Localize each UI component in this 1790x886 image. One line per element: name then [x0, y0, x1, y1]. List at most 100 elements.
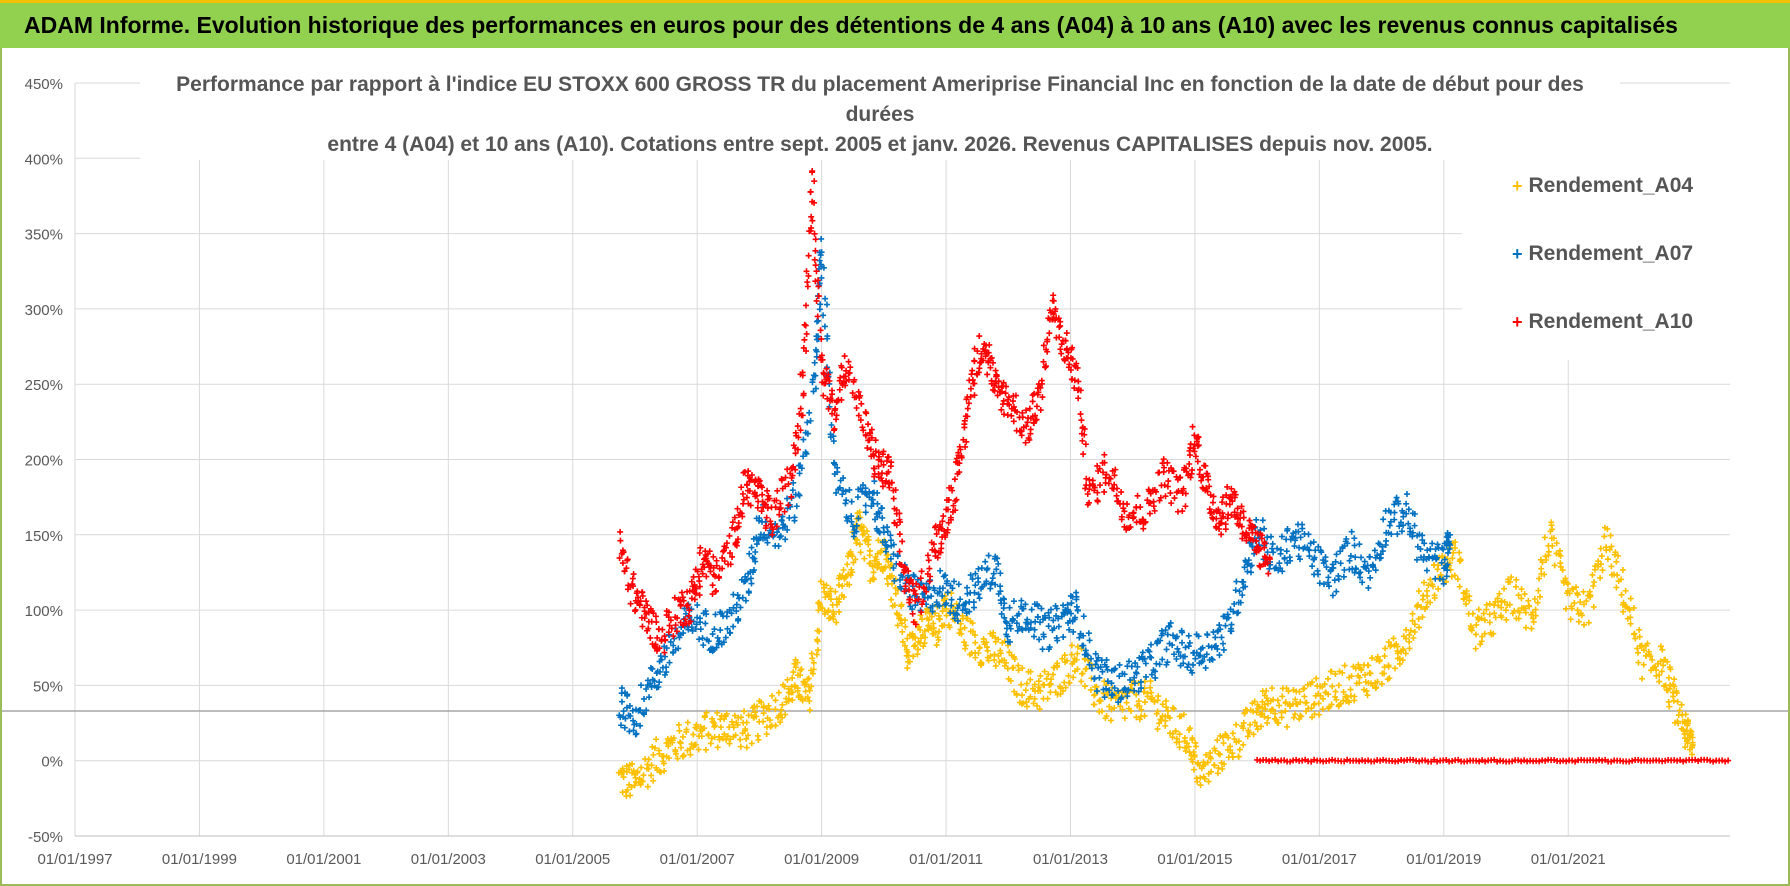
point-rendement-a04: [1066, 679, 1073, 686]
point-rendement-a04: [1649, 656, 1656, 663]
point-rendement-a04: [1047, 681, 1054, 688]
point-rendement-a04: [1164, 707, 1171, 714]
point-rendement-a04: [969, 620, 976, 627]
point-rendement-a04: [997, 650, 1004, 657]
point-rendement-a07: [700, 642, 707, 649]
point-rendement-a04: [1386, 675, 1393, 682]
point-rendement-a07: [975, 578, 982, 585]
point-rendement-a04: [779, 701, 786, 708]
point-rendement-a07: [1053, 605, 1060, 612]
point-rendement-a04: [1197, 782, 1204, 789]
point-rendement-a04: [772, 706, 779, 713]
point-rendement-a04: [1673, 690, 1680, 697]
point-rendement-a04: [1315, 700, 1322, 707]
point-rendement-a04: [985, 657, 992, 664]
point-rendement-a04: [626, 766, 633, 773]
point-rendement-a07: [723, 613, 730, 620]
point-rendement-a04: [679, 733, 686, 740]
point-rendement-a07: [1064, 601, 1071, 608]
point-rendement-a04: [1532, 612, 1539, 619]
point-rendement-a10: [659, 626, 666, 633]
point-rendement-a07: [1050, 617, 1057, 624]
point-rendement-a10: [896, 531, 903, 538]
point-rendement-a04: [1121, 715, 1128, 722]
point-rendement-a04: [1688, 751, 1695, 758]
point-rendement-a04: [1128, 681, 1135, 688]
point-rendement-a07: [1185, 632, 1192, 639]
point-rendement-a04: [1149, 694, 1156, 701]
point-rendement-a04: [1456, 583, 1463, 590]
point-rendement-a04: [1147, 678, 1154, 685]
point-rendement-a07: [1125, 686, 1132, 693]
point-rendement-a07: [995, 560, 1002, 567]
point-rendement-a04: [1301, 685, 1308, 692]
point-rendement-a04: [1507, 578, 1514, 585]
point-rendement-a07: [1173, 656, 1180, 663]
point-rendement-a07: [1195, 633, 1202, 640]
point-rendement-a07: [1088, 665, 1095, 672]
point-rendement-a04: [936, 616, 943, 623]
point-rendement-a04: [1597, 574, 1604, 581]
point-rendement-a04: [1409, 617, 1416, 624]
point-rendement-a04: [1498, 604, 1505, 611]
point-rendement-a07: [972, 582, 979, 589]
point-rendement-a04: [1269, 685, 1276, 692]
point-rendement-a04: [705, 731, 712, 738]
point-rendement-a04: [782, 711, 789, 718]
point-rendement-a07: [1101, 694, 1108, 701]
point-rendement-a07: [1295, 553, 1302, 560]
point-rendement-a07: [1045, 623, 1052, 630]
legend-item-a07: + Rendement_A07: [1512, 242, 1693, 266]
point-rendement-a04: [1347, 686, 1354, 693]
point-rendement-a04: [632, 774, 639, 781]
point-rendement-a07: [1076, 634, 1083, 641]
point-rendement-a04: [1162, 722, 1169, 729]
point-rendement-a04: [1515, 615, 1522, 622]
point-rendement-a10: [759, 491, 766, 498]
point-rendement-a04: [784, 676, 791, 683]
x-tick-label: 01/01/2011: [909, 851, 983, 868]
point-rendement-a04: [1557, 563, 1564, 570]
point-rendement-a07: [879, 505, 886, 512]
point-rendement-a04: [1163, 697, 1170, 704]
point-rendement-a07: [638, 682, 645, 689]
point-rendement-a07: [781, 523, 788, 530]
report-title: ADAM Informe. Evolution historique des p…: [24, 12, 1678, 38]
point-rendement-a10-0: [1281, 757, 1288, 764]
point-rendement-a10: [1160, 456, 1167, 463]
point-rendement-a10: [961, 421, 968, 428]
point-rendement-a04: [870, 576, 877, 583]
point-rendement-a10: [808, 213, 815, 220]
point-rendement-a07: [964, 590, 971, 597]
point-rendement-a04: [1516, 609, 1523, 616]
point-rendement-a07: [1040, 631, 1047, 638]
point-rendement-a07: [1064, 606, 1071, 613]
point-rendement-a07: [1264, 549, 1271, 556]
point-rendement-a07: [1132, 660, 1139, 667]
point-rendement-a04: [676, 727, 683, 734]
point-rendement-a04: [865, 541, 872, 548]
point-rendement-a07: [1006, 622, 1013, 629]
point-rendement-a07: [724, 625, 731, 632]
point-rendement-a07: [848, 498, 855, 505]
point-rendement-a04: [1107, 717, 1114, 724]
point-rendement-a07: [1320, 581, 1327, 588]
point-rendement-a07: [1333, 588, 1340, 595]
point-rendement-a07: [1055, 615, 1062, 622]
point-rendement-a10: [740, 500, 747, 507]
point-rendement-a04: [1667, 666, 1674, 673]
point-rendement-a04: [1027, 676, 1034, 683]
point-rendement-a07: [804, 430, 811, 437]
point-rendement-a07: [997, 570, 1004, 577]
point-rendement-a04: [1181, 734, 1188, 741]
point-rendement-a07: [1006, 638, 1013, 645]
point-rendement-a04: [1247, 721, 1254, 728]
point-rendement-a04: [1022, 687, 1029, 694]
point-rendement-a07: [1131, 687, 1138, 694]
point-rendement-a07: [830, 433, 837, 440]
point-rendement-a04: [1006, 649, 1013, 656]
point-rendement-a04: [961, 624, 968, 631]
point-rendement-a04: [648, 772, 655, 779]
point-rendement-a04: [833, 619, 840, 626]
point-rendement-a10: [754, 504, 761, 511]
